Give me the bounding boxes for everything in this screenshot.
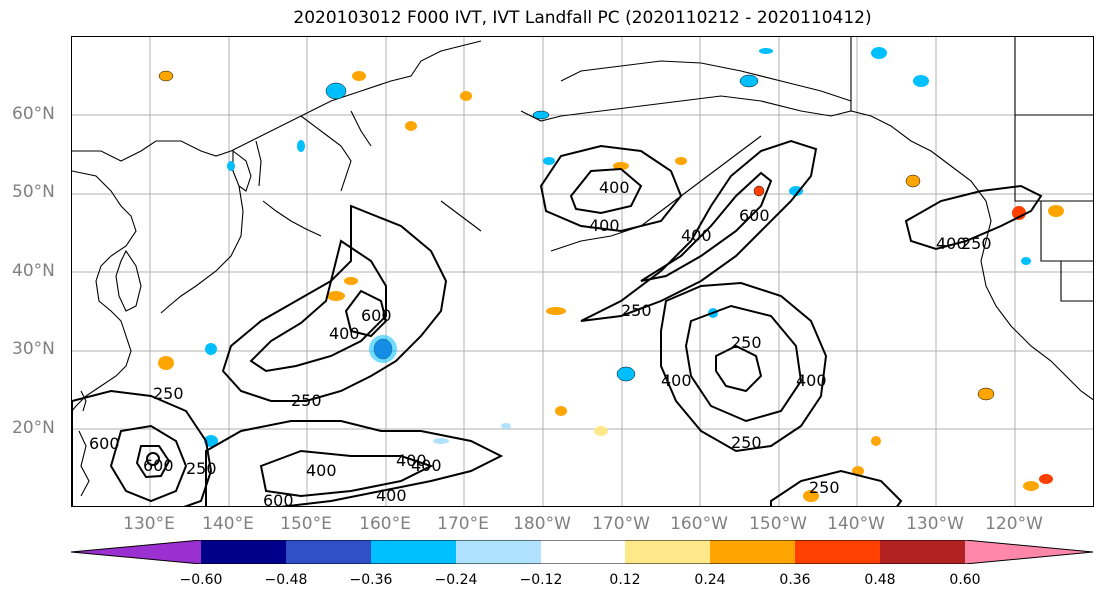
colorbar-segment-navy bbox=[201, 540, 286, 564]
colorbar-tick-060: 0.60 bbox=[949, 572, 981, 588]
colorbar-segment-orange bbox=[710, 540, 795, 564]
contour-label-400-g: 400 bbox=[661, 371, 692, 390]
contour-label-400-h: 400 bbox=[796, 371, 827, 390]
lon-label-180w: 180°W bbox=[513, 514, 571, 534]
colorbar-segment-lightblue bbox=[456, 540, 541, 564]
colorbar-segment-blue bbox=[286, 540, 371, 564]
ivt-anomaly-fills bbox=[158, 47, 1064, 502]
lat-label-50n: 50°N bbox=[12, 182, 55, 202]
lon-label-140e: 140°E bbox=[202, 514, 254, 534]
colorbar-tick-neg048: −0.48 bbox=[264, 572, 308, 588]
gridlines bbox=[72, 37, 1093, 506]
lon-label-150e: 150°E bbox=[280, 514, 332, 534]
contour-label-400-f: 400 bbox=[681, 226, 712, 245]
colorbar-segment-white bbox=[541, 540, 625, 564]
colorbar-segment-yellow bbox=[625, 540, 710, 564]
colorbar-segment-cyan bbox=[371, 540, 456, 564]
contour-label-250-h: 250 bbox=[961, 234, 992, 253]
contour-label-400-k: 400 bbox=[411, 456, 442, 475]
contour-label-400-c: 400 bbox=[329, 324, 360, 343]
colorbar-tick-036: 0.36 bbox=[779, 572, 811, 588]
colorbar-segment-pink bbox=[965, 540, 1093, 564]
contour-label-250-b: 250 bbox=[153, 384, 184, 403]
colorbar bbox=[71, 540, 1094, 564]
lat-label-40n: 40°N bbox=[12, 261, 55, 281]
lon-label-160w: 160°W bbox=[670, 514, 728, 534]
contour-label-250-c: 250 bbox=[186, 459, 217, 478]
contour-label-250-a: 250 bbox=[291, 391, 322, 410]
lat-label-60n: 60°N bbox=[12, 104, 55, 124]
contour-label-400-d: 400 bbox=[306, 461, 337, 480]
lon-label-130e: 130°E bbox=[123, 514, 175, 534]
colorbar-tick-048: 0.48 bbox=[864, 572, 896, 588]
contour-label-400-b: 400 bbox=[599, 178, 630, 197]
map-panel: 400 400 400 600 250 400 400 250 250 600 … bbox=[71, 36, 1094, 507]
colorbar-tick-024: 0.24 bbox=[694, 572, 726, 588]
chart-title: 2020103012 F000 IVT, IVT Landfall PC (20… bbox=[293, 8, 872, 28]
contour-label-600-a: 600 bbox=[361, 306, 392, 325]
contour-labels: 400 400 400 600 250 400 400 250 250 600 … bbox=[89, 178, 992, 507]
contour-label-250-d: 250 bbox=[621, 301, 652, 320]
contour-label-600-b: 600 bbox=[89, 434, 120, 453]
contour-label-250-g: 250 bbox=[809, 478, 840, 497]
lon-label-120w: 120°W bbox=[985, 514, 1043, 534]
lon-label-150w: 150°W bbox=[749, 514, 807, 534]
lat-label-20n: 20°N bbox=[12, 418, 55, 438]
lon-label-160e: 160°E bbox=[359, 514, 411, 534]
contour-label-600-e: 600 bbox=[143, 456, 174, 475]
ivt-contours bbox=[72, 139, 1043, 506]
colorbar-tick-neg060: −0.60 bbox=[179, 572, 223, 588]
contour-label-400-e: 400 bbox=[396, 451, 427, 470]
coastlines bbox=[72, 37, 1093, 497]
contour-label-400-a: 400 bbox=[589, 216, 620, 235]
colorbar-outline bbox=[71, 540, 1094, 564]
lon-label-170e: 170°E bbox=[437, 514, 489, 534]
contour-label-600-c: 600 bbox=[739, 206, 770, 225]
colorbar-segment-firebrick bbox=[880, 540, 965, 564]
contour-label-250-f: 250 bbox=[731, 433, 762, 452]
colorbar-segment-purple bbox=[71, 540, 201, 564]
contour-label-400-i: 400 bbox=[936, 234, 967, 253]
colorbar-segment-red-orange bbox=[795, 540, 880, 564]
contour-label-600-d: 600 bbox=[263, 491, 294, 507]
contour-label-400-j: 400 bbox=[376, 486, 407, 505]
colorbar-tick-012: 0.12 bbox=[609, 572, 641, 588]
lon-label-140w: 140°W bbox=[827, 514, 885, 534]
lon-label-170w: 170°W bbox=[592, 514, 650, 534]
colorbar-tick-neg012: −0.12 bbox=[519, 572, 563, 588]
lon-label-130w: 130°W bbox=[906, 514, 964, 534]
lat-label-30n: 30°N bbox=[12, 339, 55, 359]
colorbar-tick-neg036: −0.36 bbox=[349, 572, 393, 588]
contour-label-250-e: 250 bbox=[731, 333, 762, 352]
map-canvas: 400 400 400 600 250 400 400 250 250 600 … bbox=[72, 37, 1093, 507]
colorbar-tick-neg024: −0.24 bbox=[434, 572, 478, 588]
